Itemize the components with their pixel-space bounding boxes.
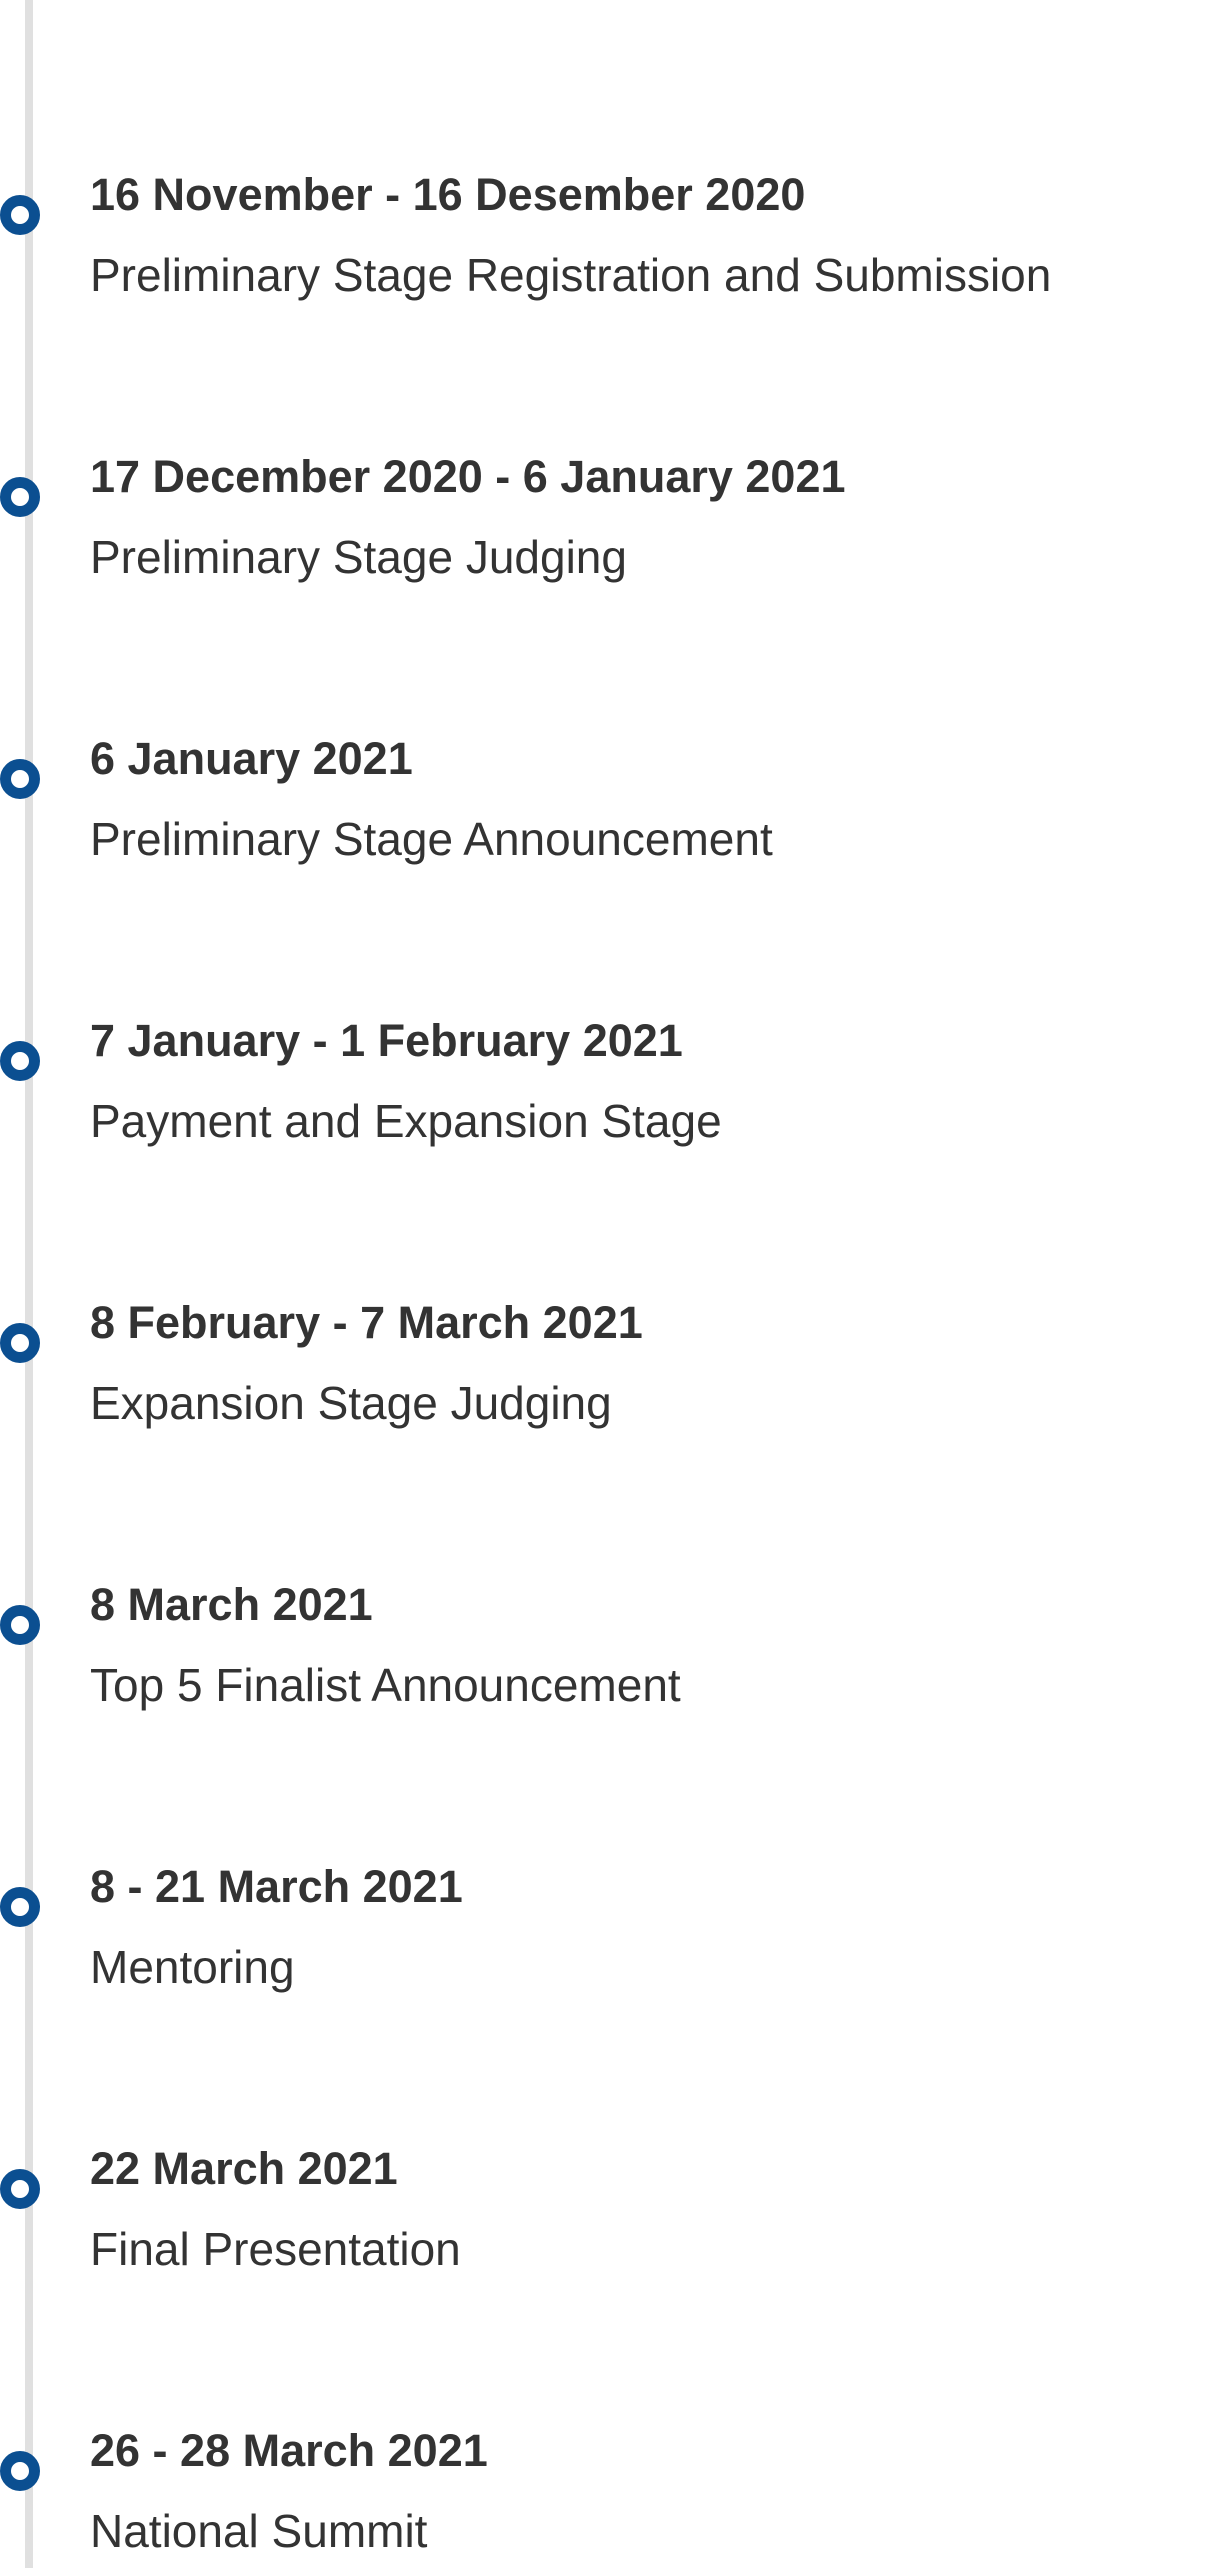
timeline-item: 22 March 2021 Final Presentation [0, 2141, 1209, 2275]
event-date: 22 March 2021 [90, 2143, 398, 2194]
timeline-line [25, 0, 33, 2568]
timeline-dot-icon [0, 1887, 40, 1927]
event-title: Payment and Expansion Stage [90, 1095, 722, 1147]
event-date: 17 December 2020 - 6 January 2021 [90, 451, 846, 502]
timeline-dot-icon [0, 2169, 40, 2209]
event-title: Preliminary Stage Registration and Submi… [90, 249, 1052, 301]
event-title: National Summit [90, 2505, 428, 2557]
timeline-dot-icon [0, 759, 40, 799]
event-title: Mentoring [90, 1941, 295, 1993]
event-title: Preliminary Stage Announcement [90, 813, 773, 865]
timeline-item: 8 February - 7 March 2021 Expansion Stag… [0, 1295, 1209, 1429]
timeline-item: 26 - 28 March 2021 National Summit [0, 2423, 1209, 2557]
event-date: 8 - 21 March 2021 [90, 1861, 463, 1912]
event-date: 8 February - 7 March 2021 [90, 1297, 643, 1348]
timeline-item: 8 March 2021 Top 5 Finalist Announcement [0, 1577, 1209, 1711]
event-title: Expansion Stage Judging [90, 1377, 612, 1429]
timeline-item: 8 - 21 March 2021 Mentoring [0, 1859, 1209, 1993]
event-date: 6 January 2021 [90, 733, 413, 784]
event-title: Top 5 Finalist Announcement [90, 1659, 681, 1711]
timeline-dot-icon [0, 1323, 40, 1363]
event-title: Preliminary Stage Judging [90, 531, 627, 583]
timeline-dot-icon [0, 1041, 40, 1081]
timeline-item: 17 December 2020 - 6 January 2021 Prelim… [0, 449, 1209, 583]
timeline-dot-icon [0, 1605, 40, 1645]
event-date: 26 - 28 March 2021 [90, 2425, 488, 2476]
event-date: 7 January - 1 February 2021 [90, 1015, 683, 1066]
timeline-dot-icon [0, 195, 40, 235]
event-title: Final Presentation [90, 2223, 461, 2275]
timeline-item: 7 January - 1 February 2021 Payment and … [0, 1013, 1209, 1147]
timeline-item: 6 January 2021 Preliminary Stage Announc… [0, 731, 1209, 865]
timeline-dot-icon [0, 2451, 40, 2491]
timeline-dot-icon [0, 477, 40, 517]
event-date: 16 November - 16 Desember 2020 [90, 169, 806, 220]
event-date: 8 March 2021 [90, 1579, 373, 1630]
timeline-item: 16 November - 16 Desember 2020 Prelimina… [0, 167, 1209, 301]
